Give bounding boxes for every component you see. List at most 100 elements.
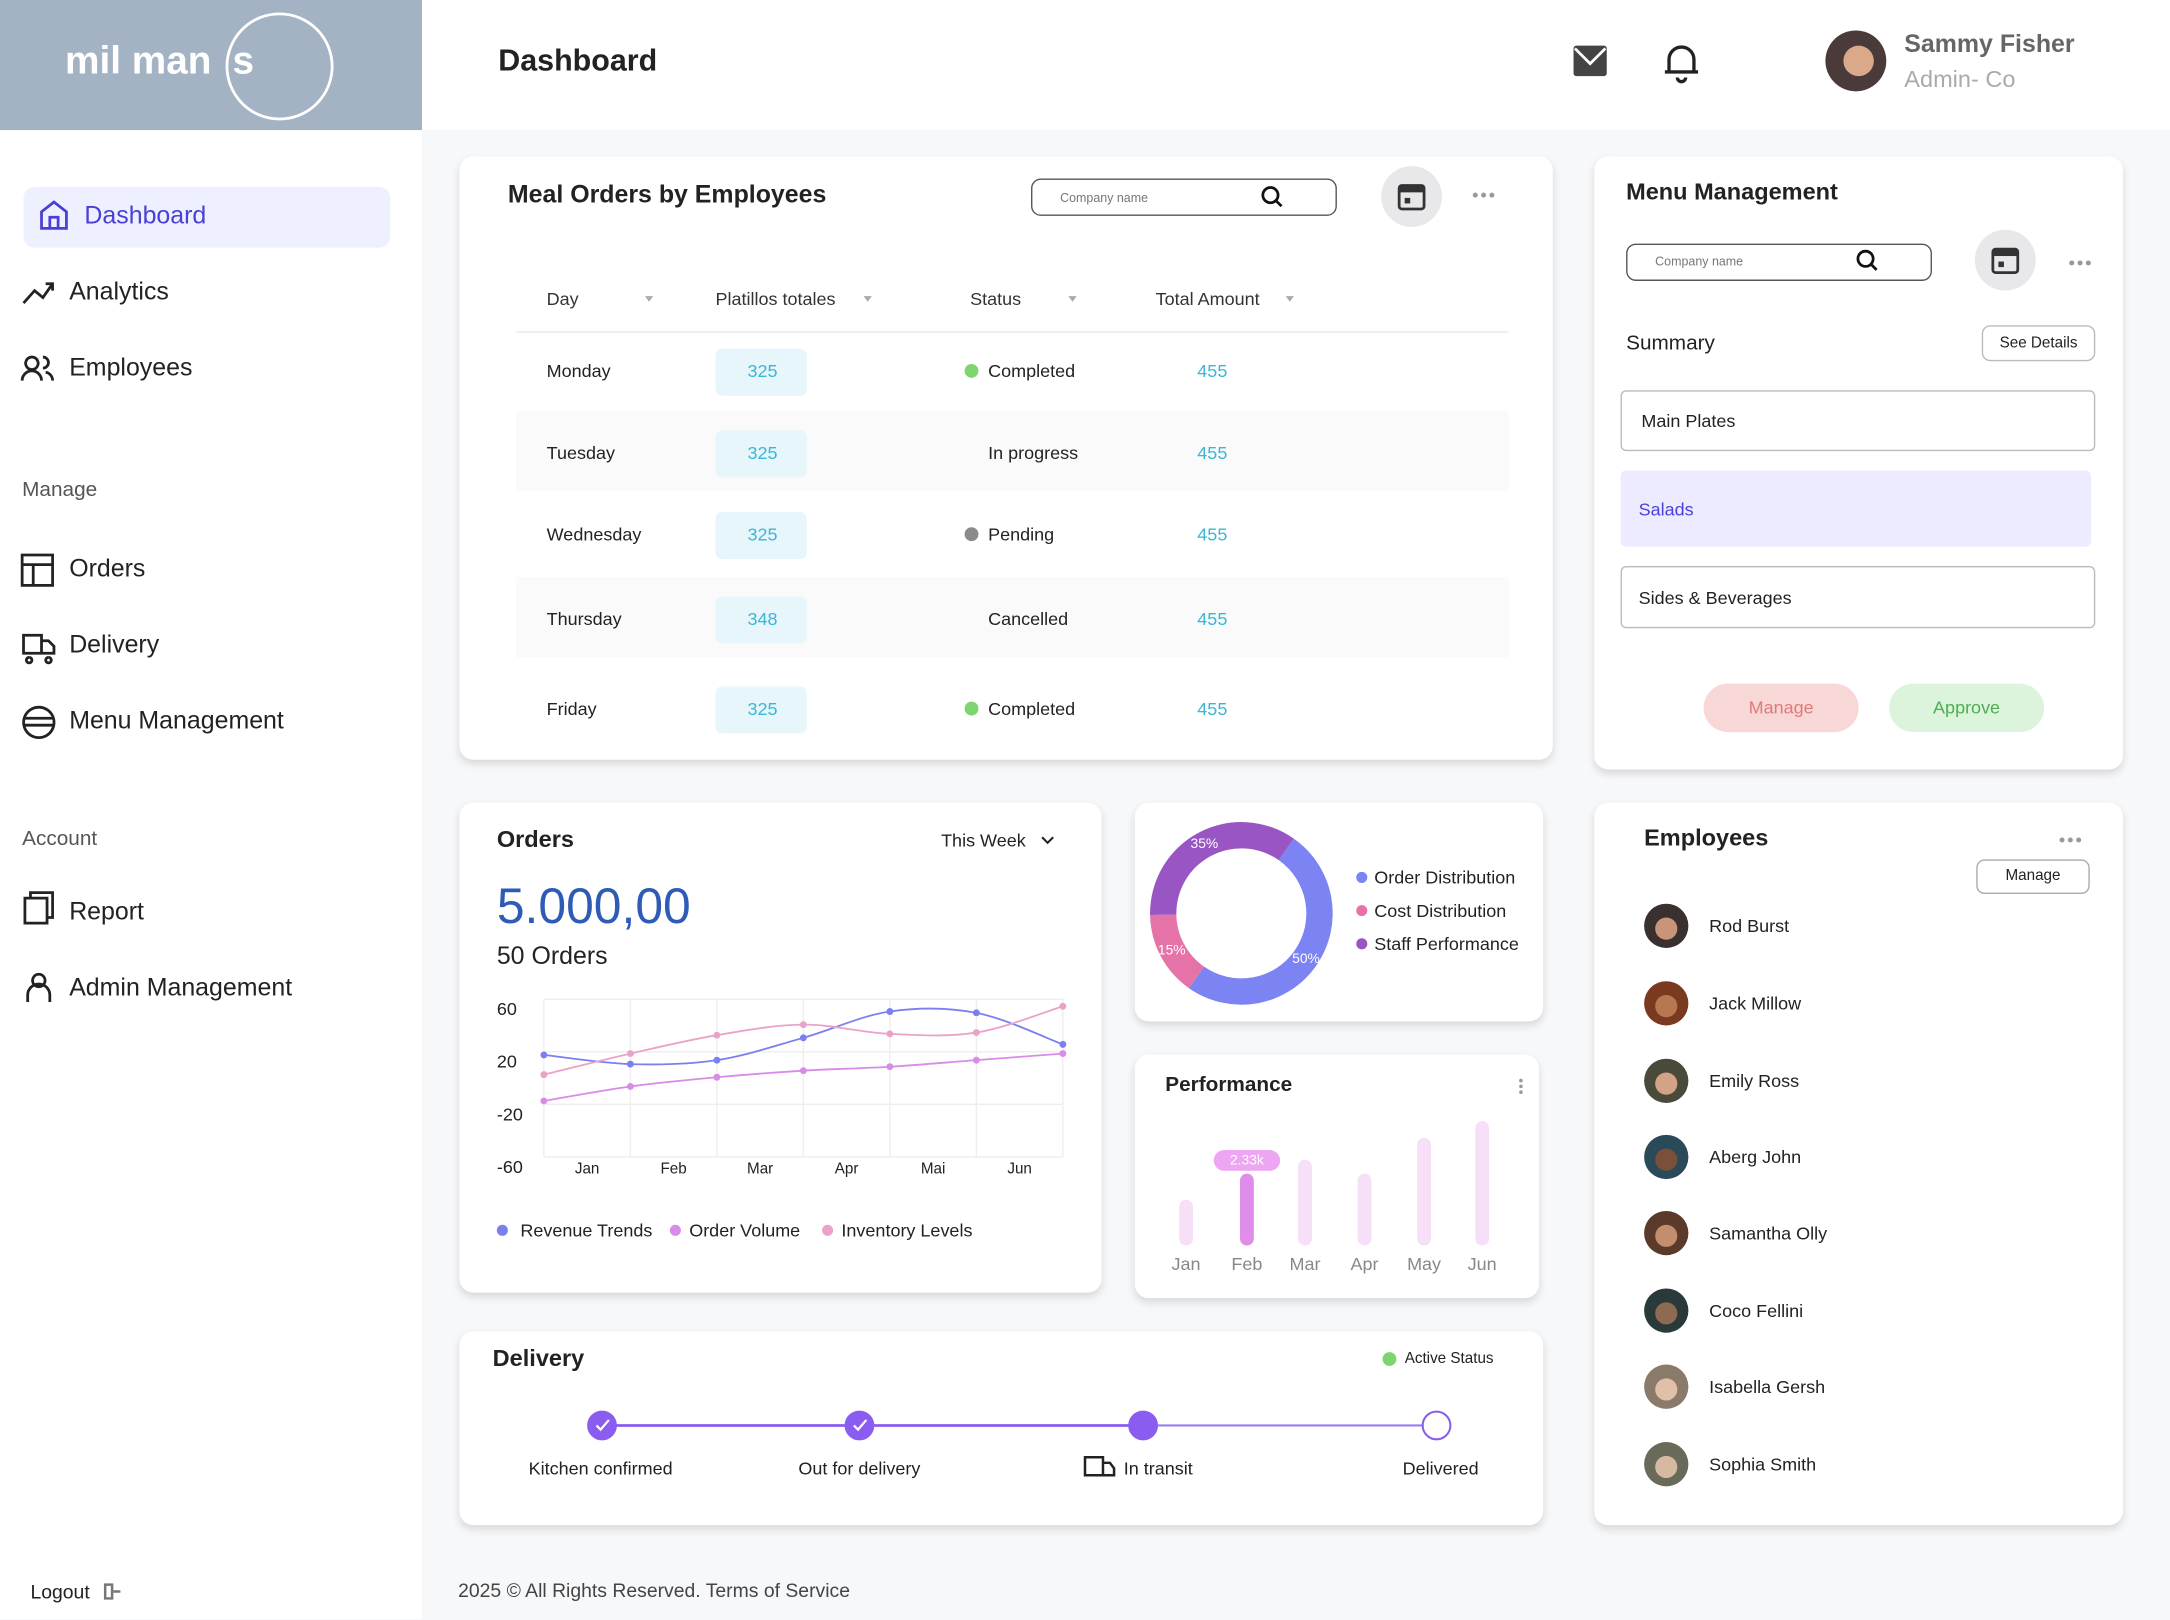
employee-avatar-face xyxy=(1655,995,1678,1018)
menu-item[interactable] xyxy=(1620,390,2096,452)
sort-arrow xyxy=(863,296,872,302)
series-point xyxy=(540,1051,548,1059)
nav-item[interactable]: Menu Management xyxy=(69,706,284,735)
legend-label: Cost Distribution xyxy=(1374,900,1507,922)
step-marker xyxy=(1128,1410,1159,1441)
day-cell: Friday xyxy=(546,698,597,719)
nav-active[interactable] xyxy=(23,186,391,248)
legend-label: Order Volume xyxy=(689,1219,801,1241)
nav-item[interactable]: Employees xyxy=(69,353,193,382)
details-button-label[interactable]: See Details xyxy=(1999,334,2078,352)
legend-dot xyxy=(496,1224,508,1236)
search-placeholder[interactable]: Company name xyxy=(1655,254,1744,269)
x-tick-label: Apr xyxy=(834,1161,859,1178)
step-marker xyxy=(587,1410,617,1441)
bar-value-label: 2.33k xyxy=(1229,1152,1264,1169)
search-icon xyxy=(1856,249,1875,268)
legend-label: Inventory Levels xyxy=(841,1219,973,1241)
amount-cell: 455 xyxy=(1197,523,1228,545)
status-dot xyxy=(964,527,979,542)
search-box[interactable] xyxy=(1626,243,1932,281)
x-tick-label: Jan xyxy=(1171,1253,1201,1274)
menu-item-label[interactable]: Salads xyxy=(1638,498,1694,519)
y-tick-label: -20 xyxy=(496,1103,523,1125)
chevron xyxy=(1041,836,1054,845)
step-check xyxy=(595,1419,610,1432)
more-icon xyxy=(2085,260,2091,266)
series-point xyxy=(540,1071,548,1079)
step-label: Out for delivery xyxy=(798,1457,921,1479)
nav-item[interactable]: Dashboard xyxy=(84,201,207,230)
menu-item[interactable] xyxy=(1620,470,2092,547)
mail-flap xyxy=(1573,47,1607,66)
calendar-icon xyxy=(1404,197,1411,204)
employee-name: Isabella Gersh xyxy=(1709,1376,1826,1398)
donut-segment xyxy=(1188,838,1333,1005)
search-box[interactable] xyxy=(1031,178,1337,216)
x-tick-label: Jan xyxy=(574,1161,600,1178)
donut-label: 35% xyxy=(1191,835,1219,851)
bar xyxy=(1240,1173,1254,1246)
action-button[interactable] xyxy=(1889,683,2045,733)
manage-button-label[interactable]: Manage xyxy=(2005,867,2061,885)
dishes-pill xyxy=(715,686,807,734)
step-marker xyxy=(1421,1410,1452,1441)
summary-label: Summary xyxy=(1626,331,1715,355)
calendar-icon xyxy=(1998,261,2004,268)
dishes-pill xyxy=(715,512,807,560)
more-icon xyxy=(2069,260,2075,266)
period-select[interactable]: This Week xyxy=(941,829,1026,851)
nav-item[interactable]: Admin Management xyxy=(69,973,293,1002)
nav-item[interactable]: Orders xyxy=(69,554,146,582)
dishes-cell: 325 xyxy=(747,698,778,719)
truck-icon xyxy=(1083,1456,1116,1477)
x-tick-label: Mar xyxy=(747,1161,774,1178)
action-button-label[interactable]: Manage xyxy=(1748,696,1814,718)
nav-icon xyxy=(20,553,54,587)
search-icon xyxy=(1275,199,1283,208)
logout-icon xyxy=(103,1583,121,1600)
dishes-cell: 325 xyxy=(747,523,778,545)
dishes-cell: 348 xyxy=(747,608,778,629)
dishes-pill xyxy=(715,430,807,478)
series-point xyxy=(1059,1002,1067,1010)
search-placeholder[interactable]: Company name xyxy=(1060,190,1149,205)
day-cell: Tuesday xyxy=(546,442,616,463)
manage-button[interactable] xyxy=(1976,859,2090,895)
logout[interactable]: Logout xyxy=(30,1580,90,1603)
action-button-label[interactable]: Approve xyxy=(1933,696,2001,718)
more-icon xyxy=(1519,1078,1523,1083)
more-icon xyxy=(2076,837,2082,843)
menu-item-label[interactable]: Sides & Beverages xyxy=(1638,586,1792,608)
details-button[interactable] xyxy=(1981,325,2096,362)
series-point xyxy=(799,1067,807,1075)
day-cell: Monday xyxy=(546,360,611,382)
card-title: Menu Management xyxy=(1626,178,1838,205)
y-tick-label: -60 xyxy=(496,1156,523,1178)
menu-item-label[interactable]: Main Plates xyxy=(1641,410,1736,432)
action-button[interactable] xyxy=(1703,683,1859,733)
mail-icon xyxy=(1573,45,1607,77)
step-label: Delivered xyxy=(1402,1457,1479,1479)
status-cell: Pending xyxy=(988,523,1055,545)
employee-name: Sophia Smith xyxy=(1709,1453,1817,1475)
bar xyxy=(1179,1199,1193,1246)
nav-item[interactable]: Report xyxy=(69,897,144,926)
nav-section: Account xyxy=(22,826,98,851)
nav-item[interactable]: Analytics xyxy=(69,277,169,306)
nav-item[interactable]: Delivery xyxy=(69,630,160,659)
calendar-button xyxy=(1381,166,1443,227)
status-cell: Completed xyxy=(988,698,1076,719)
bar-label-badge xyxy=(1213,1150,1281,1171)
calendar-icon xyxy=(1399,185,1425,193)
amount-cell: 455 xyxy=(1197,360,1228,382)
employee-name: Rod Burst xyxy=(1709,915,1790,937)
series-point xyxy=(626,1082,634,1090)
more-icon xyxy=(1519,1090,1523,1094)
user-avatar-face xyxy=(1843,45,1874,77)
menu-item[interactable] xyxy=(1620,566,2096,629)
dishes-cell: 325 xyxy=(747,360,778,382)
more-icon xyxy=(1489,192,1495,198)
status-dot xyxy=(964,701,979,716)
